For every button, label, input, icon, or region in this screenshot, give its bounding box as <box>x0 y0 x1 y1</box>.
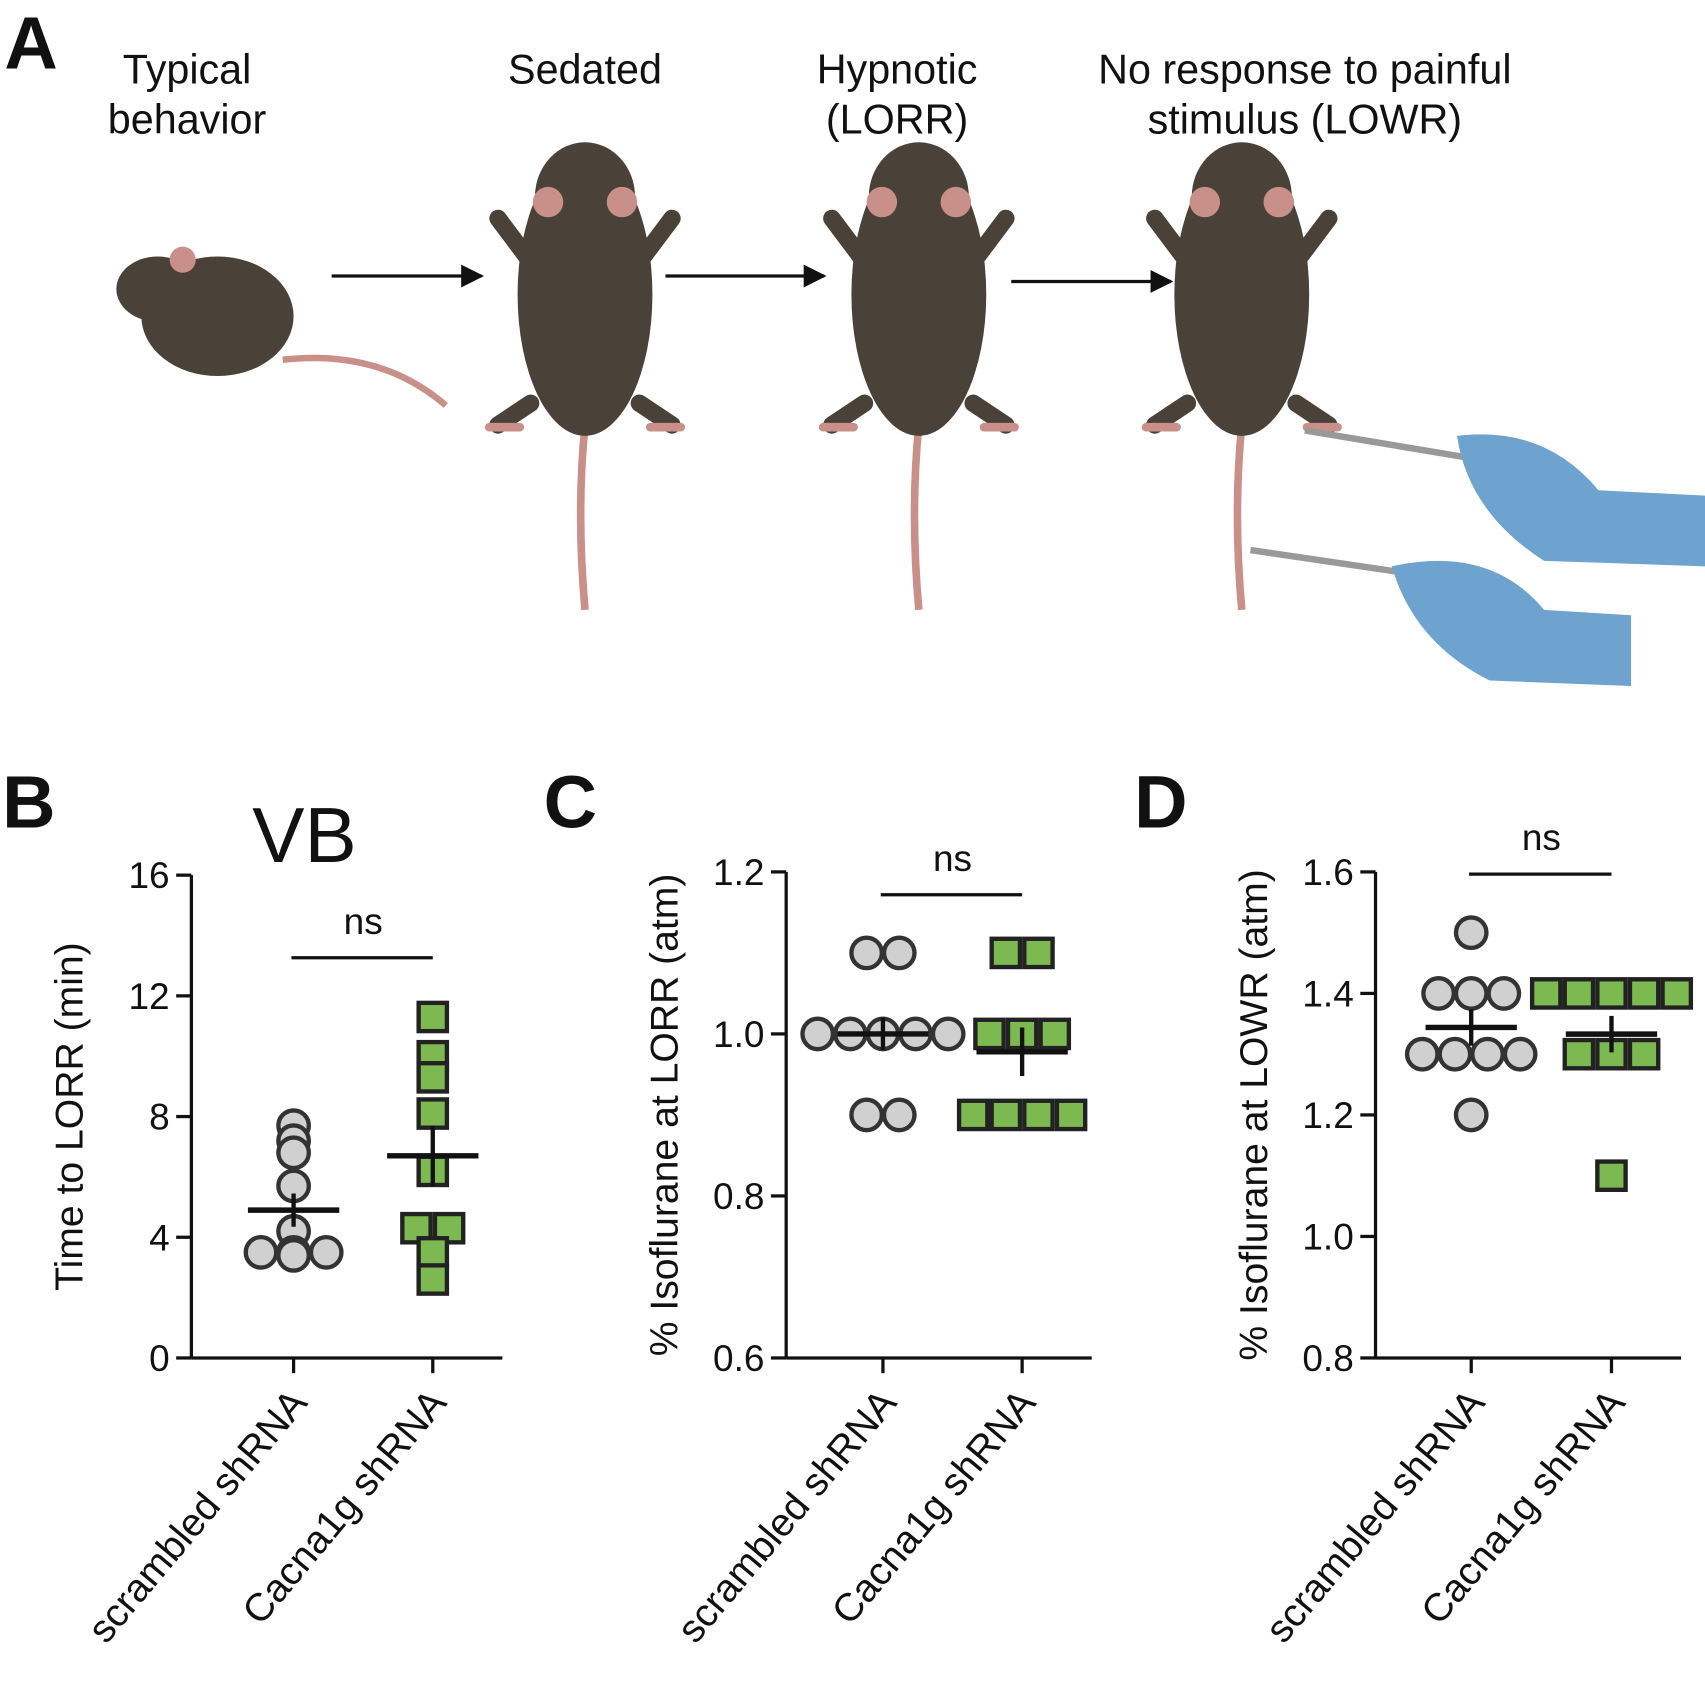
y-tick-label: 1.2 <box>713 852 764 893</box>
panel-a-art <box>116 142 1705 686</box>
y-tick-label: 12 <box>129 976 170 1017</box>
data-point <box>881 1097 917 1133</box>
y-tick-label: 4 <box>149 1217 170 1258</box>
data-point <box>1038 1017 1072 1051</box>
data-point <box>1529 977 1563 1010</box>
data-point <box>800 1016 836 1052</box>
panel-label: C <box>544 760 597 843</box>
data-point <box>1595 977 1628 1010</box>
data-point <box>276 1237 311 1273</box>
data-point <box>1453 1097 1489 1133</box>
y-tick-label: 0.8 <box>713 1176 764 1217</box>
data-point <box>1022 1098 1055 1132</box>
data-point <box>973 1017 1006 1051</box>
data-point <box>989 1098 1023 1132</box>
data-point <box>1660 977 1694 1010</box>
y-axis-label: Time to LORR (min) <box>49 942 92 1291</box>
significance-label: ns <box>1522 817 1561 858</box>
data-point <box>1470 1036 1505 1072</box>
data-point <box>930 1016 966 1052</box>
y-tick-label: 0.8 <box>1302 1338 1353 1379</box>
y-tick-label: 1.2 <box>1302 1095 1353 1136</box>
data-point <box>416 1263 450 1296</box>
data-point <box>1022 936 1055 970</box>
y-tick-label: 16 <box>129 855 170 896</box>
data-point <box>416 1236 450 1269</box>
data-point <box>1502 1036 1538 1072</box>
data-point <box>1421 976 1456 1011</box>
y-tick-label: 0.6 <box>713 1338 764 1379</box>
y-axis-label: % Isoflurane at LOWR (atm) <box>1233 869 1276 1360</box>
data-point <box>1005 1017 1039 1051</box>
data-point <box>1453 976 1489 1011</box>
data-point <box>956 1098 990 1132</box>
y-tick-label: 8 <box>149 1097 170 1138</box>
data-point <box>276 1135 311 1171</box>
y-tick-label: 1.6 <box>1302 852 1353 893</box>
y-tick-label: 1.0 <box>713 1014 764 1055</box>
panel-label: B <box>2 760 55 843</box>
data-point <box>416 1097 450 1130</box>
significance-label: ns <box>344 901 383 942</box>
data-point <box>1453 915 1489 951</box>
data-point <box>989 936 1023 970</box>
y-axis-label: % Isoflurane at LORR (atm) <box>643 874 686 1357</box>
data-point <box>881 935 917 971</box>
data-point <box>1627 977 1661 1010</box>
data-point <box>416 1000 450 1034</box>
y-tick-label: 0 <box>149 1338 170 1379</box>
data-point <box>1562 977 1596 1010</box>
stage-label: No response to painful stimulus (LOWR) <box>1098 47 1511 143</box>
stage-label: Typical behavior <box>108 47 267 143</box>
data-point <box>1404 1036 1440 1072</box>
data-point <box>243 1234 279 1270</box>
data-point <box>849 1097 885 1133</box>
panel-label: D <box>1134 760 1187 843</box>
stage-label: Sedated <box>508 47 662 93</box>
panel-label: A <box>4 1 57 84</box>
data-point <box>849 935 885 971</box>
y-tick-label: 1.0 <box>1302 1216 1353 1257</box>
data-point <box>308 1234 344 1270</box>
data-point <box>1486 976 1522 1011</box>
data-point <box>1562 1037 1596 1071</box>
data-point <box>416 1061 450 1094</box>
data-point <box>1627 1037 1661 1071</box>
chart-title: VB <box>252 791 356 879</box>
significance-label: ns <box>933 838 972 879</box>
y-tick-label: 1.4 <box>1302 973 1353 1014</box>
data-point <box>1437 1036 1473 1072</box>
stage-label: Hypnotic (LORR) <box>817 47 978 143</box>
data-point <box>1595 1159 1628 1192</box>
data-point <box>1054 1098 1088 1132</box>
